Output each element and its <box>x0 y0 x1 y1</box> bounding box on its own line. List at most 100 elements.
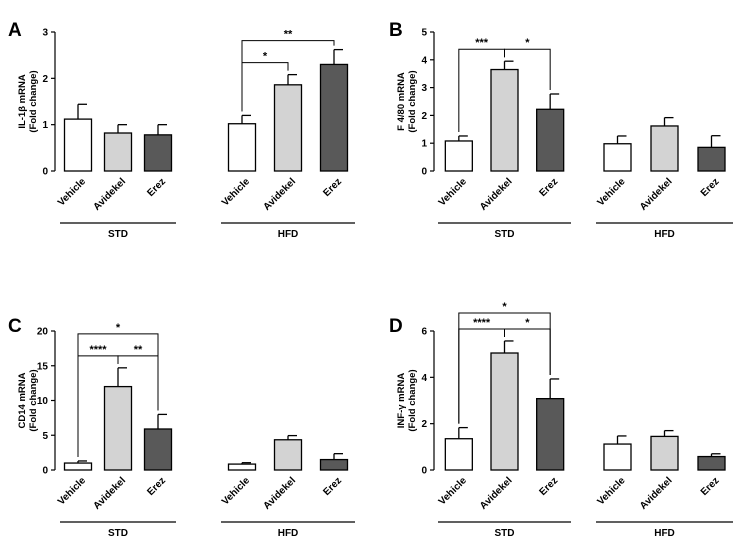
x-category-label: Vehicle <box>595 176 627 208</box>
bar-hfd-avidekel <box>273 84 303 172</box>
bar-std-avidekel <box>490 68 519 172</box>
x-category-label: Erez <box>699 475 722 498</box>
y-tick-label: 20 <box>37 327 49 338</box>
x-category-label: Vehicle <box>595 475 627 507</box>
group-label: HFD <box>654 229 675 240</box>
bar-hfd-vehicle <box>603 443 632 471</box>
x-category-label: Avidekel <box>638 475 675 512</box>
significance-bracket <box>77 333 159 457</box>
bar-std-erez <box>143 134 173 172</box>
bar-std-vehicle <box>444 140 473 172</box>
y-tick-label: 1 <box>421 139 427 150</box>
significance-label: *** <box>475 37 489 49</box>
bar-std-avidekel <box>103 385 133 471</box>
x-category-label: Erez <box>145 475 168 498</box>
group-label: HFD <box>654 528 675 539</box>
bar-hfd-erez <box>697 455 726 471</box>
group-label: STD <box>495 528 515 539</box>
significance-bracket <box>504 48 551 90</box>
y-tick-label: 2 <box>42 74 48 85</box>
significance-label: * <box>263 51 268 63</box>
y-tick-label: 1 <box>42 120 48 131</box>
y-tick-label: 5 <box>42 431 48 442</box>
bar-hfd-avidekel <box>650 125 679 172</box>
x-category-label: Avidekel <box>91 475 128 512</box>
bar-std-erez <box>143 428 173 471</box>
y-axis-label: F 4/80 mRNA <box>396 72 407 131</box>
panel-b: B 0 1 2 3 4 5 F 4/80 mRNA (Fold change) Vehicle Av… <box>389 20 733 240</box>
significance-label: * <box>116 322 121 334</box>
y-axis-label-unit: (Fold change) <box>407 70 418 132</box>
panel-d: D 0 2 4 6 INF-γ mRNA (Fold change) Vehicle Avide… <box>389 301 733 539</box>
bar-std-avidekel <box>103 132 133 172</box>
significance-bracket <box>458 312 551 424</box>
panel-letter: A <box>8 20 22 41</box>
bar-std-erez <box>536 397 565 471</box>
group-label: HFD <box>278 528 299 539</box>
y-tick-label: 0 <box>42 167 48 178</box>
group-label: STD <box>108 229 128 240</box>
x-category-label: Avidekel <box>261 176 298 213</box>
x-category-label: Vehicle <box>56 176 88 208</box>
x-category-label: Erez <box>145 176 168 199</box>
x-category-label: Avidekel <box>478 475 515 512</box>
y-tick-label: 3 <box>421 83 427 94</box>
significance-label: ** <box>284 29 293 41</box>
significance-bracket <box>241 40 335 112</box>
y-tick-label: 4 <box>421 373 427 384</box>
bar-hfd-erez <box>697 146 726 172</box>
x-category-label: Erez <box>321 475 344 498</box>
y-tick-label: 2 <box>421 419 427 430</box>
panel-letter: C <box>8 316 22 337</box>
x-category-label: Avidekel <box>91 176 128 213</box>
x-category-label: Erez <box>321 176 344 199</box>
panel-letter: D <box>389 316 403 337</box>
group-label: STD <box>495 229 515 240</box>
y-tick-label: 4 <box>421 55 427 66</box>
y-tick-label: 10 <box>37 396 49 407</box>
bar-hfd-avidekel <box>650 435 679 471</box>
y-tick-label: 2 <box>421 111 427 122</box>
significance-label: **** <box>473 317 491 329</box>
x-category-label: Vehicle <box>437 176 469 208</box>
y-axis-label: CD14 mRNA <box>17 372 28 428</box>
bar-hfd-vehicle <box>227 123 257 172</box>
bar-std-vehicle <box>63 118 93 172</box>
bar-hfd-vehicle <box>227 463 257 471</box>
bar-hfd-erez <box>319 458 349 471</box>
y-tick-label: 0 <box>421 466 427 477</box>
y-tick-label: 15 <box>37 361 49 372</box>
x-category-label: Vehicle <box>220 176 252 208</box>
x-category-label: Avidekel <box>638 176 675 213</box>
significance-label: ** <box>134 344 143 356</box>
y-tick-label: 3 <box>42 28 48 39</box>
y-axis-label-unit: (Fold change) <box>28 70 39 132</box>
significance-label: * <box>525 37 530 49</box>
bar-std-vehicle <box>444 438 473 471</box>
bar-hfd-avidekel <box>273 439 303 471</box>
y-tick-label: 6 <box>421 327 427 338</box>
y-tick-label: 5 <box>421 28 427 39</box>
x-category-label: Erez <box>699 176 722 199</box>
bar-std-avidekel <box>490 352 519 471</box>
group-label: HFD <box>278 229 299 240</box>
y-tick-label: 0 <box>42 466 48 477</box>
significance-label: * <box>525 317 530 329</box>
x-category-label: Avidekel <box>261 475 298 512</box>
x-category-label: Vehicle <box>437 475 469 507</box>
x-category-label: Avidekel <box>478 176 515 213</box>
bar-hfd-erez <box>319 63 349 172</box>
x-category-label: Vehicle <box>220 475 252 507</box>
panel-letter: B <box>389 20 403 41</box>
y-axis-label-unit: (Fold change) <box>407 369 418 431</box>
x-category-label: Erez <box>538 176 561 199</box>
y-tick-label: 0 <box>421 167 427 178</box>
significance-label: * <box>502 301 507 313</box>
x-category-label: Erez <box>538 475 561 498</box>
bar-std-vehicle <box>63 462 93 471</box>
group-label: STD <box>108 528 128 539</box>
